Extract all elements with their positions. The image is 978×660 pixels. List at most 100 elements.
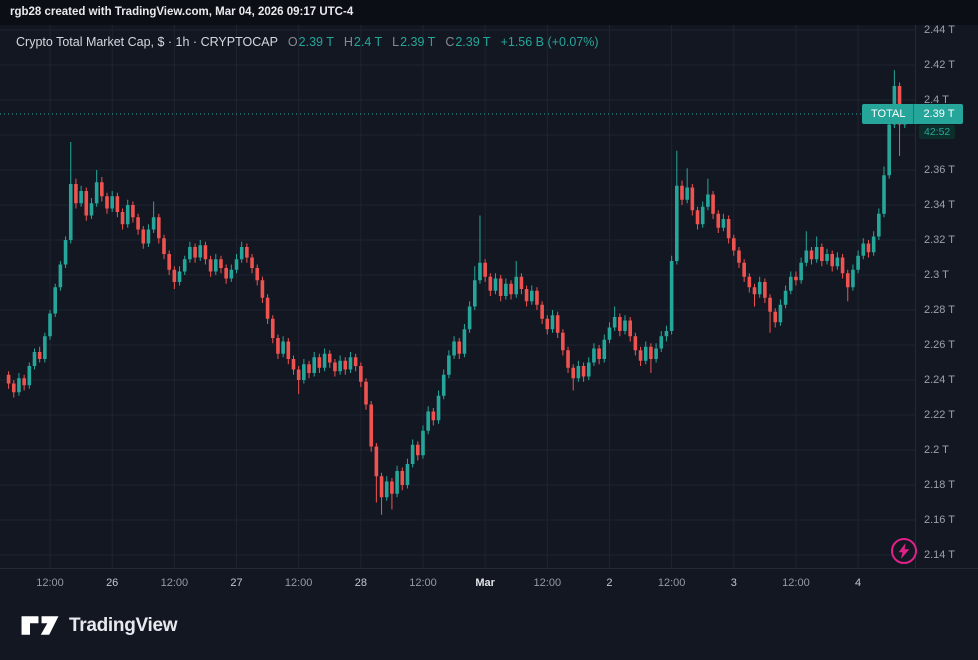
candle-body [260, 280, 265, 298]
candle-body [276, 338, 280, 354]
candle-body [566, 350, 570, 368]
candle-body [623, 320, 627, 331]
candle-body [131, 205, 135, 218]
time-axis[interactable]: 12:00 26 12:00 27 12:00 28 12:00 Mar 12:00 2 12:00… [0, 568, 978, 601]
price-axis-label: 2.42 T [924, 59, 955, 71]
candle-body [359, 366, 363, 382]
candle-body [426, 411, 430, 431]
candle-body [110, 196, 114, 209]
candle-body [509, 283, 513, 295]
candle-body [866, 243, 871, 253]
candle-body [302, 364, 306, 380]
candle-body [514, 276, 519, 295]
candle-body [783, 290, 788, 305]
candle-body [571, 367, 576, 379]
candle-body [706, 194, 710, 207]
candle-body [416, 444, 420, 456]
candle-body [737, 250, 741, 263]
candle-body [871, 236, 876, 253]
candle-body [669, 261, 674, 331]
candle-body [664, 331, 669, 337]
time-axis-label: 12:00 [533, 577, 562, 589]
candle-body [825, 254, 829, 261]
candlestick-plot [0, 25, 915, 568]
candle-body [561, 332, 565, 351]
ohlc-open-label: O [287, 35, 298, 49]
attribution-bar: rgb28 created with TradingView.com, Mar … [0, 0, 978, 25]
candle-body [100, 182, 104, 197]
candle-body [307, 364, 311, 373]
candle-body [255, 268, 260, 281]
candle-body [840, 257, 845, 274]
candle-body [680, 185, 684, 200]
candle-body [167, 254, 171, 270]
candle-body [441, 374, 446, 396]
candle-body [22, 378, 26, 386]
candle-body [483, 262, 487, 277]
candle-body [861, 243, 866, 256]
candle-body [835, 257, 840, 267]
candle-body [540, 304, 544, 319]
candle-body [369, 404, 373, 447]
candle-body [317, 357, 322, 368]
candle-body [89, 203, 94, 216]
tradingview-brand[interactable]: TradingView [20, 613, 178, 638]
candle-body [17, 378, 21, 393]
time-axis-label: 12:00 [36, 577, 64, 589]
candle-body [700, 206, 705, 225]
candle-body [94, 182, 99, 204]
candle-body [157, 217, 161, 239]
ohlc-high-label: H [343, 35, 353, 49]
current-price-value: 2.39 T [914, 104, 964, 124]
candle-body [379, 476, 384, 498]
chart-plot-area[interactable] [0, 25, 915, 568]
candle-body [286, 341, 291, 359]
candle-body [374, 446, 379, 477]
price-axis-label: 2.24 T [924, 374, 955, 386]
candle-body [768, 297, 772, 312]
candle-body [742, 262, 746, 277]
candle-body [281, 341, 285, 354]
candle-body [395, 471, 399, 494]
candle-body [219, 259, 223, 268]
candle-body [478, 262, 482, 281]
ohlc-low-value: 2.39 T [400, 35, 436, 49]
candle-body [882, 175, 886, 214]
boost-button[interactable] [891, 538, 917, 564]
candle-body [799, 262, 803, 281]
candle-body [747, 276, 752, 288]
attribution-text: rgb28 created with TradingView.com, Mar … [10, 6, 354, 18]
time-axis-label: Mar [475, 577, 495, 589]
time-axis-label: 26 [106, 577, 119, 589]
candle-body [172, 269, 177, 282]
candle-body [234, 259, 239, 270]
ohlc-close-value: 2.39 T [455, 35, 491, 49]
time-axis-label: 4 [855, 577, 862, 589]
candle-body [136, 217, 140, 230]
candle-body [452, 341, 456, 356]
candle-body [79, 191, 83, 204]
candle-body [721, 219, 726, 228]
candle-body [384, 481, 389, 498]
candle-body [462, 329, 467, 354]
price-axis-label: 2.22 T [924, 409, 955, 421]
lightning-icon [898, 543, 910, 559]
candle-body [794, 276, 798, 281]
candle-body [488, 276, 493, 291]
candle-body [84, 191, 89, 216]
chart-legend[interactable]: Crypto Total Market Cap, $ · 1h · CRYPTO… [16, 35, 599, 49]
candle-body [348, 357, 353, 370]
candle-body [312, 357, 317, 373]
candle-body [296, 369, 301, 380]
ohlc-close-label: C [445, 35, 455, 49]
price-axis-label: 2.2 T [924, 444, 949, 456]
candle-body [763, 282, 767, 298]
candle-body [856, 255, 860, 270]
candle-body [581, 366, 586, 377]
candle-body [887, 124, 891, 176]
price-axis-label: 2.28 T [924, 304, 955, 316]
candle-body [213, 259, 218, 272]
candle-body [125, 205, 130, 225]
candle-body [804, 250, 809, 263]
candle-body [504, 283, 508, 296]
